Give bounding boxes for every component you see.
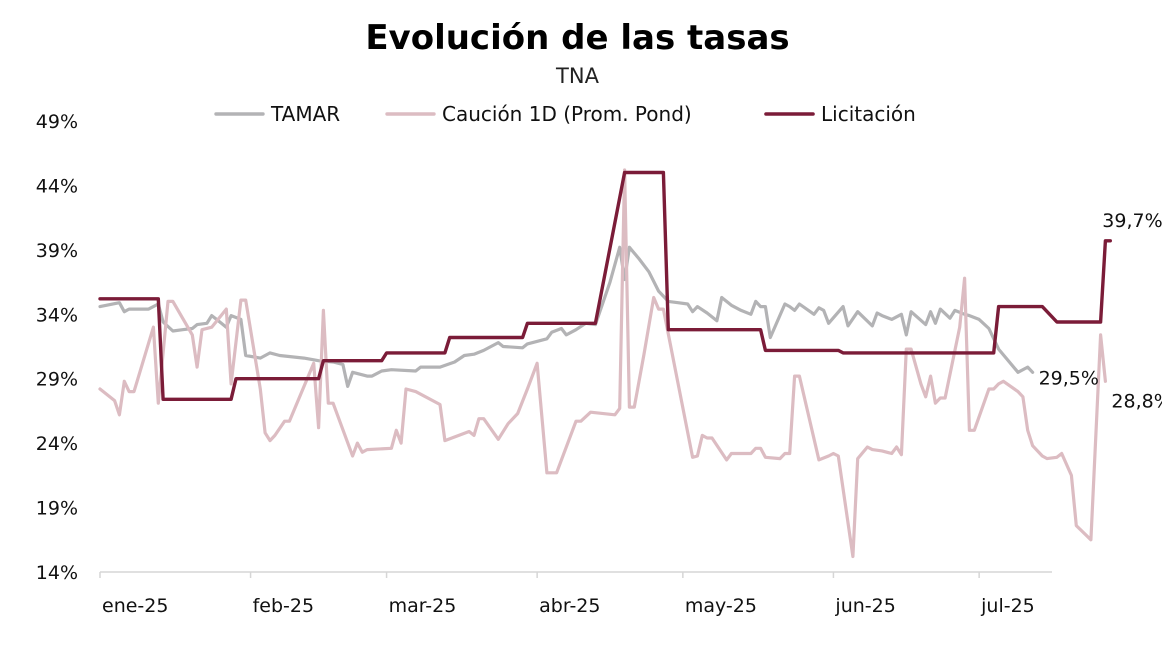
y-tick-label: 44% <box>36 175 78 197</box>
legend-item: Caución 1D (Prom. Pond) <box>385 102 692 126</box>
chart-title: Evolución de las tasas <box>365 18 790 58</box>
y-tick-label: 49% <box>36 111 78 133</box>
x-tick-label: jun-25 <box>834 595 895 617</box>
legend-label: TAMAR <box>270 102 340 126</box>
legend-item: TAMAR <box>214 102 340 126</box>
plot-lines <box>98 168 1113 559</box>
x-tick-label: ene-25 <box>102 595 168 617</box>
y-tick-label: 19% <box>36 498 78 520</box>
x-tick-label: abr-25 <box>539 595 600 617</box>
end-value-label: 39,7% <box>1102 210 1162 232</box>
series-line-tamar <box>98 245 1035 388</box>
x-axis: ene-25 feb-25 mar-25 abr-25 may-25 jun-25 jul-… <box>99 571 1052 617</box>
legend-label: Caución 1D (Prom. Pond) <box>442 102 692 126</box>
series-line-licitaci-n <box>98 170 1113 401</box>
y-tick-label: 29% <box>36 369 78 391</box>
legend-label: Licitación <box>821 102 916 126</box>
x-tick-label: mar-25 <box>389 595 457 617</box>
legend: TAMAR Caución 1D (Prom. Pond) Licitación <box>214 102 916 126</box>
y-tick-label: 14% <box>36 562 78 584</box>
y-tick-label: 24% <box>36 433 78 455</box>
y-axis: 49% 44% 39% 34% 29% 24% 19% 14% <box>36 111 78 584</box>
end-value-label: 28,8% <box>1111 390 1162 412</box>
x-tick-label: jul-25 <box>980 595 1035 617</box>
y-tick-label: 39% <box>36 240 78 262</box>
x-tick-label: feb-25 <box>253 595 314 617</box>
x-tick-label: may-25 <box>685 595 757 617</box>
y-tick-label: 34% <box>36 304 78 326</box>
end-value-label: 29,5% <box>1039 367 1099 389</box>
series-line-cauci-n-1d-prom-pond <box>98 168 1108 559</box>
chart-subtitle: TNA <box>556 64 599 88</box>
legend-item: Licitación <box>764 102 916 126</box>
end-labels: 29,5% 28,8% 39,7% <box>1039 210 1162 412</box>
